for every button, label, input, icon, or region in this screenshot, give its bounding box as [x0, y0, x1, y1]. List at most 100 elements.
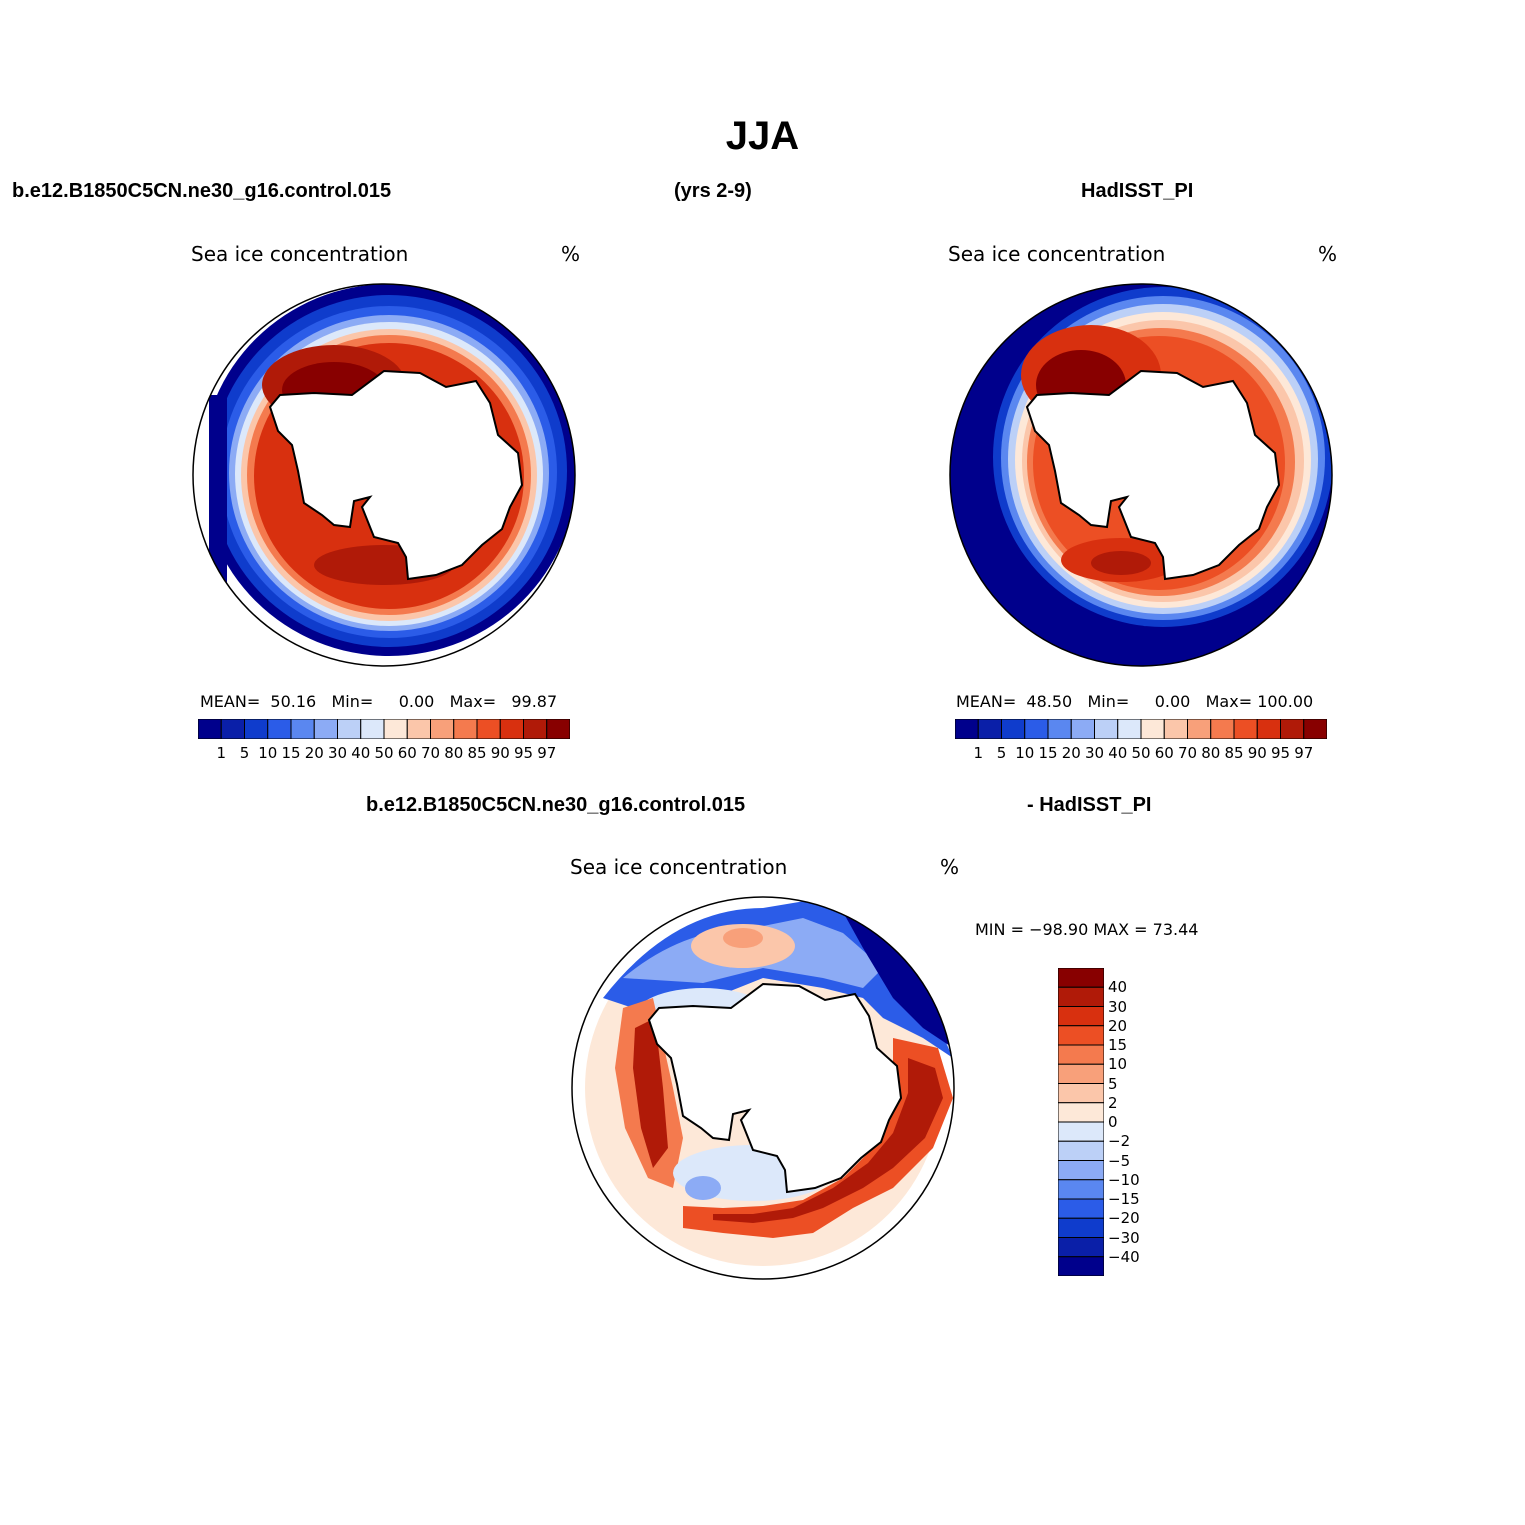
model-colorbar-swatch: [244, 719, 269, 739]
model-colorbar-tick-label: 40: [351, 744, 371, 762]
model-colorbar-swatch: [220, 719, 245, 739]
model-colorbar-swatch: [267, 719, 292, 739]
obs-colorbar-tick-label: 70: [1177, 744, 1198, 762]
years-header: (yrs 2-9): [674, 180, 752, 202]
model-colorbar-tick-label: 15: [281, 744, 301, 762]
diff-colorbar-tick-label: 20: [1108, 1016, 1128, 1035]
obs-colorbar-tick-label: 85: [1224, 744, 1244, 762]
diff-colorbar-tick-label: −20: [1108, 1209, 1140, 1228]
model-colorbar-swatch: [476, 719, 501, 739]
diff-case-header: b.e12.B1850C5CN.ne30_g16.control.015: [366, 794, 746, 816]
obs-colorbar-swatch: [1233, 719, 1258, 739]
model-panel-title: Sea ice concentration: [191, 242, 409, 266]
model-colorbar-swatch: [198, 719, 222, 739]
model-polar-map: [192, 283, 576, 667]
model-colorbar-ticks: 1 5 10 15 20 30 40 50 60 70 80 85 90 95 97: [198, 744, 570, 764]
obs-min-label: Min=: [1087, 692, 1130, 711]
obs-colorbar-swatch: [1210, 719, 1235, 739]
model-mean-label: MEAN=: [200, 692, 261, 711]
model-colorbar-swatch: [453, 719, 478, 739]
obs-colorbar-tick-label: 30: [1084, 744, 1105, 762]
obs-polar-map: [949, 283, 1333, 667]
diff-colorbar-tick-label: 0: [1108, 1113, 1118, 1131]
obs-colorbar-tick-label: 1: [973, 744, 984, 762]
obs-colorbar-swatch: [1140, 719, 1165, 739]
obs-colorbar-swatch: [1047, 719, 1072, 739]
diff-colorbar-swatch: [1058, 1256, 1104, 1276]
diff-colorbar-swatch: [1058, 1179, 1104, 1200]
main-title: JJA: [725, 114, 800, 158]
obs-max-label: Max=: [1205, 692, 1253, 711]
obs-colorbar-tick-label: 40: [1108, 744, 1128, 762]
diff-colorbar-tick-label: −40: [1108, 1247, 1140, 1266]
model-colorbar-swatch: [499, 719, 524, 739]
diff-colorbar-tick-label: 2: [1108, 1093, 1118, 1112]
diff-colorbar-tick-label: 15: [1108, 1036, 1128, 1054]
diff-colorbar-swatch: [1058, 1063, 1104, 1084]
model-colorbar-tick-label: 85: [467, 744, 487, 762]
diff-colorbar-swatch: [1058, 986, 1104, 1007]
obs-colorbar-swatch: [1070, 719, 1095, 739]
diff-colorbar-swatch: [1058, 1121, 1104, 1142]
model-colorbar-tick-label: 30: [327, 744, 348, 762]
diff-colorbar-tick-label: 40: [1108, 978, 1128, 997]
model-colorbar-tick-label: 20: [304, 744, 324, 762]
diff-colorbar-swatch: [1058, 1237, 1104, 1258]
diff-colorbar-swatch: [1058, 1140, 1104, 1161]
model-colorbar-tick-label: 70: [420, 744, 441, 762]
diff-colorbar-swatch: [1058, 1217, 1104, 1238]
obs-colorbar-tick-label: 20: [1061, 744, 1081, 762]
model-max-label: Max=: [449, 692, 497, 711]
obs-colorbar-tick-label: 5: [996, 744, 1007, 762]
obs-colorbar-tick-label: 15: [1038, 744, 1058, 762]
case-name-header: b.e12.B1850C5CN.ne30_g16.control.015: [12, 180, 392, 202]
obs-colorbar-swatch: [1024, 719, 1049, 739]
obs-colorbar-swatch: [1163, 719, 1188, 739]
diff-colorbar-tick-label: −2: [1108, 1132, 1131, 1151]
obs-colorbar-swatch: [1187, 719, 1212, 739]
obs-colorbar-tick-label: 97: [1294, 744, 1314, 762]
obs-colorbar-tick-label: 80: [1201, 744, 1221, 762]
diff-colorbar-tick-label: −15: [1108, 1190, 1140, 1208]
obs-colorbar-swatch: [977, 719, 1002, 739]
obs-mean-label: MEAN=: [956, 692, 1017, 711]
diff-obs-header: - HadISST_PI: [1027, 794, 1152, 816]
diff-colorbar-swatch: [1058, 1198, 1104, 1219]
model-max-value: 99.87: [511, 692, 558, 711]
diff-colorbar-swatch: [1058, 1044, 1104, 1065]
obs-colorbar-swatch: [955, 719, 979, 739]
model-colorbar-tick-label: 97: [537, 744, 557, 762]
model-panel-units: %: [561, 242, 581, 266]
obs-colorbar-tick-label: 60: [1154, 744, 1174, 762]
diff-colorbar-tick-label: −30: [1108, 1228, 1140, 1247]
model-colorbar-tick-label: 10: [258, 744, 278, 762]
diff-colorbar-ticks: 40 30 20 15 10 5 2 0 −2 −5 −10 −15 −20 −30 −40: [1108, 968, 1188, 1276]
obs-colorbar-tick-label: 10: [1015, 744, 1035, 762]
obs-colorbar-swatch: [1256, 719, 1281, 739]
model-min-value: 0.00: [398, 692, 435, 711]
diff-colorbar-swatch: [1058, 1025, 1104, 1046]
obs-colorbar-tick-label: 90: [1247, 744, 1267, 762]
model-colorbar-tick-label: 90: [490, 744, 510, 762]
diff-colorbar-tick-label: 10: [1108, 1055, 1128, 1074]
obs-name-header: HadISST_PI: [1081, 180, 1194, 202]
diff-colorbar-swatch: [1058, 968, 1104, 988]
model-colorbar: [198, 719, 570, 739]
obs-colorbar-swatch: [1280, 719, 1305, 739]
antarctica-outline: [1025, 369, 1281, 581]
diff-colorbar-tick-label: −10: [1108, 1170, 1140, 1189]
model-mean-value: 50.16: [270, 692, 317, 711]
obs-mean-value: 48.50: [1026, 692, 1073, 711]
antarctica-outline: [647, 982, 903, 1194]
model-colorbar-tick-label: 1: [216, 744, 227, 762]
obs-colorbar-swatch: [1117, 719, 1142, 739]
diff-colorbar-swatch: [1058, 1160, 1104, 1181]
model-colorbar-swatch: [430, 719, 455, 739]
antarctica-outline: [268, 369, 524, 581]
obs-colorbar-swatch: [1303, 719, 1327, 739]
diff-panel-units: %: [940, 855, 960, 879]
model-colorbar-tick-label: 50: [374, 744, 394, 762]
obs-max-value: 100.00: [1257, 692, 1314, 711]
diff-minmax: MIN = −98.90 MAX = 73.44: [975, 920, 1199, 939]
diff-colorbar-swatch: [1058, 1102, 1104, 1123]
